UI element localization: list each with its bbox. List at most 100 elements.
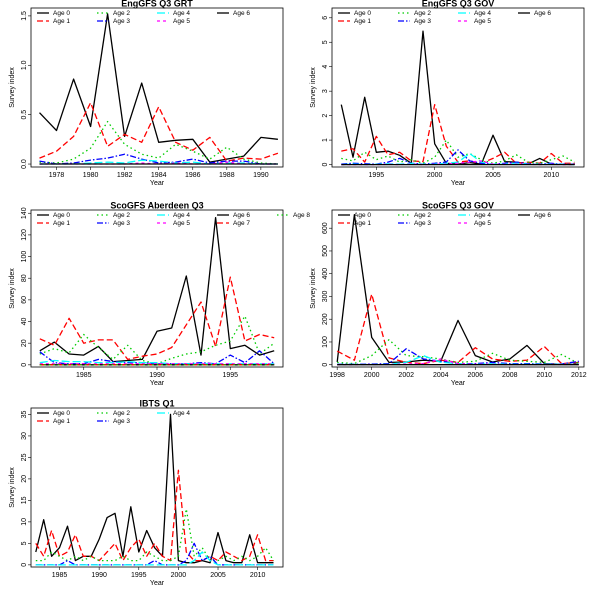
legend-label: Age 2 xyxy=(414,10,431,17)
legend-label: Age 1 xyxy=(354,220,371,227)
x-axis-label: Year xyxy=(150,380,165,387)
series-line-age-3 xyxy=(35,542,274,566)
y-tick-label: 1 xyxy=(322,138,329,142)
y-tick-label: 1.0 xyxy=(21,60,28,70)
series-line-age-0 xyxy=(39,13,278,163)
series-line-age-4 xyxy=(35,551,274,566)
series-line-age-3 xyxy=(341,149,575,165)
x-tick-label: 1995 xyxy=(131,572,147,579)
legend-label: Age 3 xyxy=(414,220,431,227)
legend-label: Age 2 xyxy=(113,410,130,417)
x-tick-label: 1990 xyxy=(149,372,165,379)
legend-label: Age 6 xyxy=(534,10,551,17)
series-group xyxy=(336,213,580,366)
legend-label: Age 6 xyxy=(233,212,250,219)
series-group xyxy=(35,413,275,566)
y-tick-label: 20 xyxy=(21,339,28,347)
x-tick-label: 2008 xyxy=(502,372,518,379)
y-tick-label: 120 xyxy=(21,229,28,241)
y-axis-label: Survey index xyxy=(9,67,16,108)
plot-frame xyxy=(30,209,284,368)
series-line-age-1 xyxy=(39,276,275,361)
x-tick-label: 2006 xyxy=(467,372,483,379)
legend-label: Age 2 xyxy=(113,10,130,17)
x-axis-label: Year xyxy=(451,380,466,387)
legend-label: Age 4 xyxy=(173,212,190,219)
y-tick-label: 80 xyxy=(21,274,28,282)
x-tick-label: 2004 xyxy=(433,372,449,379)
y-axis-label: Survey index xyxy=(9,467,16,508)
y-tick-label: 140 xyxy=(21,207,28,219)
y-tick-label: 100 xyxy=(21,251,28,263)
y-tick-label: 1.5 xyxy=(21,11,28,21)
x-tick-label: 2010 xyxy=(544,172,560,179)
y-tick-label: 40 xyxy=(21,318,28,326)
legend-label: Age 5 xyxy=(474,220,491,227)
y-tick-label: 15 xyxy=(21,496,28,504)
y-axis-label: Survey index xyxy=(310,67,317,108)
series-line-age-5 xyxy=(337,358,579,366)
legend-label: Age 3 xyxy=(414,18,431,25)
y-tick-label: 2 xyxy=(322,114,329,118)
y-tick-label: 5 xyxy=(322,40,329,44)
legend-label: Age 5 xyxy=(173,220,190,227)
x-tick-label: 2005 xyxy=(485,172,501,179)
y-tick-label: 0 xyxy=(21,363,28,367)
series-group xyxy=(39,13,279,165)
y-tick-label: 10 xyxy=(21,518,28,526)
y-tick-label: 4 xyxy=(322,65,329,69)
y-tick-label: 30 xyxy=(21,432,28,440)
y-tick-label: 5 xyxy=(21,541,28,545)
y-tick-label: 0.0 xyxy=(21,159,28,169)
y-tick-label: 35 xyxy=(21,410,28,418)
series-line-age-1 xyxy=(336,293,579,365)
x-tick-label: 1995 xyxy=(369,172,385,179)
chart-title: ScoGFS Aberdeen Q3 xyxy=(110,201,203,211)
chart-panel: EngGFS Q3 GRT 1978 1980 1982 1984 1986 1988 199… xyxy=(9,0,284,187)
y-tick-label: 600 xyxy=(322,222,329,234)
series-line-age-0 xyxy=(340,30,575,165)
x-tick-label: 1980 xyxy=(83,172,99,179)
y-tick-label: 0 xyxy=(322,363,329,367)
x-tick-label: 1995 xyxy=(222,372,238,379)
y-tick-label: 3 xyxy=(322,89,329,93)
x-axis-label: Year xyxy=(150,580,165,587)
legend-label: Age 1 xyxy=(53,418,70,425)
legend-label: Age 1 xyxy=(53,220,70,227)
legend-label: Age 4 xyxy=(474,10,491,17)
series-line-age-0 xyxy=(35,413,274,564)
y-tick-label: 25 xyxy=(21,453,28,461)
x-tick-label: 2002 xyxy=(398,372,414,379)
y-tick-label: 500 xyxy=(322,245,329,257)
legend-label: Age 0 xyxy=(53,10,70,17)
plot-frame xyxy=(331,7,585,168)
series-line-age-1 xyxy=(39,102,279,162)
x-tick-label: 1985 xyxy=(52,572,68,579)
series-line-age-2 xyxy=(39,315,275,365)
y-tick-label: 0.5 xyxy=(21,110,28,120)
series-line-age-0 xyxy=(336,213,579,365)
series-line-age-4 xyxy=(39,359,275,365)
x-tick-label: 1990 xyxy=(91,572,107,579)
legend-label: Age 0 xyxy=(354,10,371,17)
chart-title: IBTS Q1 xyxy=(139,399,174,409)
chart-panel: IBTS Q1 1985 1990 1995 2000 2005 2010 0 5 10 15 20 2… xyxy=(9,399,284,587)
series-line-age-2 xyxy=(341,139,576,164)
x-tick-label: 2012 xyxy=(571,372,587,379)
series-line-age-2 xyxy=(35,508,275,562)
series-line-age-3 xyxy=(39,153,278,165)
y-tick-label: 200 xyxy=(322,313,329,325)
series-line-age-2 xyxy=(39,120,278,165)
x-tick-label: 1988 xyxy=(219,172,235,179)
chart-title: ScoGFS Q3 GOV xyxy=(422,201,494,211)
series-line-age-1 xyxy=(341,103,575,164)
legend-label: Age 4 xyxy=(173,10,190,17)
x-tick-label: 1990 xyxy=(253,172,269,179)
x-axis-label: Year xyxy=(150,180,165,187)
y-tick-label: 60 xyxy=(21,296,28,304)
x-tick-label: 1978 xyxy=(49,172,65,179)
x-tick-label: 2000 xyxy=(427,172,443,179)
chart-title: EngGFS Q3 GOV xyxy=(422,0,495,9)
